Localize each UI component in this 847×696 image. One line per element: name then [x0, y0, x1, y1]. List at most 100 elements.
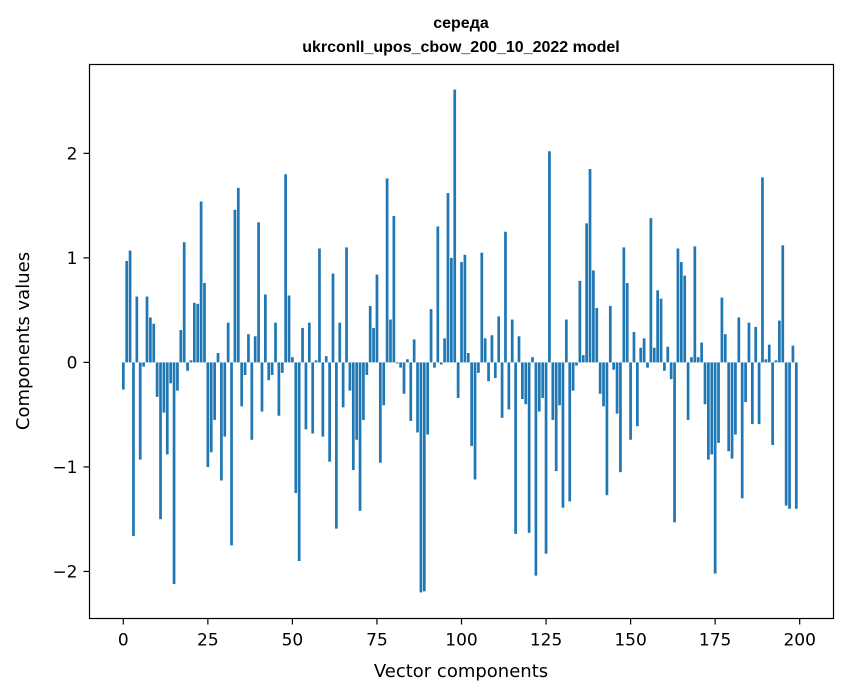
- bar-132: [568, 362, 572, 502]
- bar-106: [480, 252, 484, 363]
- bar-54: [304, 362, 308, 430]
- bar-129: [558, 362, 561, 406]
- bar-73: [368, 305, 372, 363]
- bar-153: [639, 347, 643, 363]
- x-tick-label-200: 200: [783, 631, 815, 651]
- y-tick-label--1: −1: [52, 458, 77, 478]
- bar-65: [341, 362, 345, 408]
- bar-170: [696, 357, 700, 363]
- bar-88: [419, 362, 423, 593]
- bar-31: [226, 322, 230, 363]
- bar-124: [541, 362, 545, 398]
- bar-67: [348, 362, 352, 391]
- bar-17: [179, 330, 183, 363]
- bar-99: [456, 362, 460, 398]
- bar-77: [382, 362, 386, 406]
- bar-21: [192, 302, 196, 363]
- bar-90: [426, 362, 430, 435]
- bar-112: [500, 362, 504, 418]
- bar-100: [460, 262, 463, 363]
- bar-92: [433, 362, 436, 368]
- bar-177: [720, 297, 724, 363]
- bar-141: [598, 362, 602, 394]
- bar-46: [277, 362, 281, 416]
- bar-180: [730, 362, 734, 459]
- y-tick-label--2: −2: [52, 562, 77, 582]
- bar-166: [683, 275, 687, 363]
- bar-142: [602, 362, 605, 407]
- bar-163: [673, 362, 676, 523]
- bar-127: [551, 362, 555, 420]
- bar-118: [521, 362, 524, 399]
- bar-82: [399, 362, 402, 368]
- bar-167: [686, 362, 690, 420]
- bar-34: [236, 187, 240, 363]
- bar-176: [717, 362, 720, 443]
- bar-36: [243, 362, 247, 375]
- bar-87: [416, 362, 419, 433]
- bar-42: [264, 294, 267, 363]
- bar-155: [646, 362, 649, 368]
- bar-128: [554, 362, 558, 472]
- bar-122: [534, 362, 538, 576]
- bar-72: [365, 362, 369, 375]
- bar-5: [138, 362, 142, 460]
- y-axis-ticks: −2 −1 0 1 2: [52, 144, 90, 582]
- bar-175: [713, 362, 717, 574]
- bar-199: [794, 362, 798, 509]
- bar-79: [389, 319, 392, 363]
- bar-44: [270, 362, 274, 375]
- bar-116: [514, 362, 517, 534]
- x-tick-label-150: 150: [614, 631, 646, 651]
- bar-140: [595, 308, 599, 363]
- bar-41: [260, 362, 264, 412]
- bar-96: [446, 193, 450, 363]
- bar-35: [240, 362, 244, 407]
- bar-25: [206, 362, 210, 467]
- bar-117: [517, 336, 521, 363]
- y-tick-label-1: 1: [67, 249, 78, 269]
- bar-60: [324, 356, 328, 363]
- bar-94: [439, 362, 443, 365]
- bar-120: [527, 362, 531, 533]
- bar-6: [142, 362, 145, 367]
- chart-title-line-1: середа: [433, 15, 489, 32]
- bar-125: [544, 362, 548, 554]
- bar-38: [250, 362, 254, 440]
- bar-52: [297, 362, 301, 562]
- bar-95: [443, 338, 446, 363]
- bar-137: [585, 223, 588, 363]
- bar-178: [723, 334, 727, 363]
- plot-frame: [88, 63, 835, 620]
- bar-89: [422, 362, 426, 592]
- bar-93: [436, 226, 440, 363]
- bar-56: [311, 362, 315, 434]
- bar-133: [571, 362, 575, 391]
- bar-159: [659, 298, 663, 363]
- bar-156: [649, 218, 653, 363]
- bar-45: [274, 322, 277, 363]
- bar-97: [450, 257, 453, 363]
- x-axis-label: Vector components: [374, 661, 548, 682]
- bar-188: [757, 362, 761, 425]
- bar-53: [301, 327, 304, 363]
- bars: [121, 89, 798, 593]
- bar-111: [497, 316, 501, 363]
- bar-84: [406, 359, 409, 363]
- bar-7: [145, 296, 149, 363]
- bar-30: [223, 362, 227, 437]
- bar-33: [233, 209, 237, 363]
- bar-107: [483, 338, 487, 363]
- bar-145: [612, 362, 616, 370]
- bar-131: [564, 319, 568, 363]
- bar-83: [402, 362, 406, 394]
- bar-109: [490, 335, 494, 363]
- bar-55: [307, 322, 311, 363]
- bar-146: [615, 362, 619, 414]
- bar-16: [176, 362, 179, 391]
- bar-108: [487, 362, 490, 382]
- bar-37: [247, 334, 250, 363]
- chart-title-line-2: ukrconll_upos_cbow_200_10_2022 model: [302, 39, 619, 56]
- bar-169: [693, 246, 697, 363]
- bar-62: [331, 273, 335, 363]
